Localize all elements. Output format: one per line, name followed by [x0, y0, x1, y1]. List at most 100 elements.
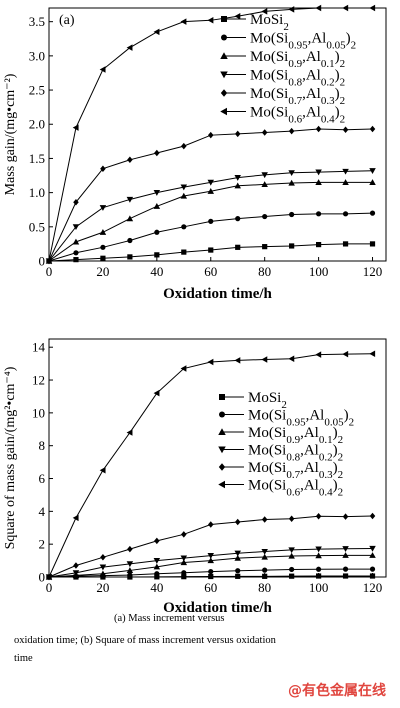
legend-marker: [218, 463, 226, 471]
data-point: [316, 211, 322, 217]
data-point: [315, 351, 322, 358]
data-point: [127, 545, 133, 553]
data-point: [342, 168, 349, 175]
data-point: [126, 567, 134, 574]
data-point: [369, 552, 376, 558]
legend-label: Mo(Si0.95,Al0.05)2: [248, 408, 354, 429]
series-5: Mo(Si0.7,Al0.3)2: [46, 460, 376, 581]
data-point: [342, 4, 349, 12]
legend-label: Mo(Si0.8,Al0.2)2: [250, 68, 345, 89]
watermark: @有色金属在线: [288, 680, 386, 700]
data-point: [342, 350, 349, 358]
data-point: [342, 513, 349, 520]
data-point: [234, 550, 241, 557]
data-point: [316, 573, 322, 579]
data-point: [154, 229, 160, 235]
series-2: Mo(Si0.95,Al0.05)2: [46, 31, 376, 264]
data-point: [316, 241, 322, 248]
legend-marker: [220, 71, 228, 79]
data-point: [342, 241, 349, 247]
data-point: [369, 168, 376, 174]
y-tick-label: 0: [39, 254, 46, 269]
plot-frame: [48, 7, 387, 262]
y-tick-label: 10: [32, 405, 45, 420]
data-point: [288, 515, 295, 522]
data-point: [45, 257, 52, 265]
data-point: [99, 570, 107, 577]
y-tick-label: 1.5: [29, 151, 45, 166]
data-point: [261, 516, 268, 523]
legend-marker: [218, 480, 225, 489]
data-point: [99, 205, 107, 211]
data-point: [315, 513, 322, 520]
legend-label: Mo(Si0.7,Al0.3)2: [250, 86, 345, 107]
data-point: [99, 229, 107, 235]
y-tick-label: 14: [32, 340, 46, 355]
y-tick-label: 4: [39, 504, 46, 519]
legend-label: Mo(Si0.7,Al0.3)2: [248, 460, 343, 481]
x-tick-label: 80: [258, 580, 271, 595]
data-point: [181, 531, 187, 538]
data-point: [369, 512, 376, 520]
data-point: [180, 192, 188, 199]
data-point: [235, 244, 241, 250]
data-point: [369, 179, 376, 185]
legend-marker: [221, 16, 227, 22]
series-5: Mo(Si0.7,Al0.3)2: [46, 86, 376, 265]
data-point: [369, 545, 376, 552]
x-tick-label: 40: [150, 264, 163, 279]
y-tick-label: 1.0: [29, 185, 45, 200]
data-point: [316, 566, 322, 572]
data-point: [154, 574, 160, 580]
data-point: [207, 358, 214, 366]
data-point: [100, 554, 106, 561]
data-point: [288, 127, 295, 135]
caption-line-2: oxidation time; (b) Square of mass incre…: [14, 635, 276, 646]
watermark-text: @有色金属在线: [288, 683, 386, 699]
series-3: Mo(Si0.9,Al0.1)2: [45, 49, 376, 264]
data-point: [261, 129, 268, 136]
y-tick-label: 12: [32, 373, 45, 388]
data-point: [234, 174, 241, 181]
data-point: [261, 172, 268, 179]
series-6: Mo(Si0.6,Al0.4)2: [45, 4, 376, 265]
data-point: [180, 365, 187, 372]
data-point: [154, 537, 160, 545]
data-point: [342, 573, 349, 579]
data-point: [207, 131, 214, 139]
legend-marker: [220, 89, 228, 97]
data-point: [154, 571, 160, 577]
x-tick-label: 40: [150, 580, 163, 595]
data-point: [288, 355, 295, 362]
data-point: [207, 179, 215, 186]
legend-marker: [219, 394, 225, 400]
y-tick-label: 8: [39, 438, 46, 453]
data-point: [126, 215, 134, 222]
y-axis-label: Mass gain/(mg•cm⁻²): [3, 73, 18, 195]
x-tick-label: 120: [363, 580, 383, 595]
data-point: [342, 126, 349, 133]
series-2: Mo(Si0.95,Al0.05)2: [46, 408, 376, 580]
data-point: [289, 211, 295, 218]
legend-marker: [218, 428, 226, 435]
data-point: [126, 429, 133, 436]
data-point: [208, 247, 214, 253]
data-point: [262, 573, 268, 579]
data-point: [181, 570, 187, 576]
series-3: Mo(Si0.9,Al0.1)2: [45, 425, 376, 580]
data-point: [126, 196, 134, 203]
data-point: [235, 216, 241, 222]
data-point: [288, 547, 295, 554]
legend-label: MoSi2: [248, 390, 287, 411]
data-point: [72, 124, 79, 131]
data-point: [72, 224, 80, 231]
data-point: [45, 573, 52, 581]
y-tick-label: 0.5: [29, 219, 45, 234]
data-point: [153, 190, 161, 196]
data-point: [261, 553, 268, 560]
data-point: [288, 170, 295, 177]
legend-label: Mo(Si0.95,Al0.05)2: [250, 31, 356, 52]
data-point: [369, 210, 376, 216]
series-4: Mo(Si0.8,Al0.2)2: [45, 68, 376, 265]
series-line: [48, 353, 373, 578]
